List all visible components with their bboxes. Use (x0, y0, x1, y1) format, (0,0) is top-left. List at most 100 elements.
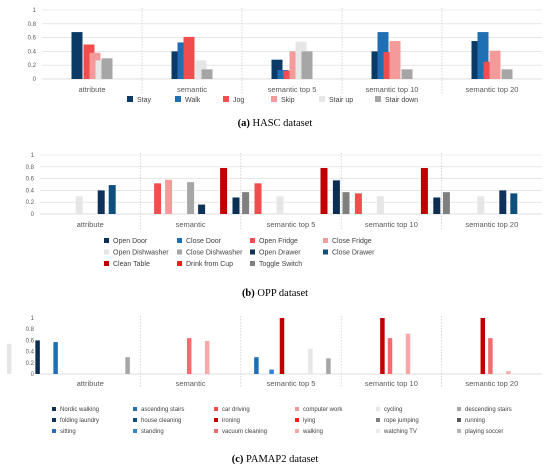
bar (195, 60, 207, 79)
legend-swatch (177, 261, 182, 266)
bar (97, 190, 105, 214)
legend-label: Toggle Switch (259, 261, 302, 268)
bar (308, 348, 313, 374)
bar (187, 182, 195, 214)
y-tick-label: 0.2 (26, 361, 35, 367)
legend-label: vacuum cleaning (222, 429, 267, 435)
y-tick-label: 0.6 (26, 338, 35, 344)
bar (383, 52, 395, 79)
legend-label: running (465, 418, 485, 424)
legend-swatch (250, 238, 255, 243)
bar (354, 193, 362, 214)
bar (101, 58, 113, 79)
caption-label: (c) (232, 454, 244, 465)
bar (89, 52, 101, 79)
bar (387, 338, 393, 374)
chart-opp: 0 0.2 0.4 0.6 0.8 1 attribute semantic semantic … (26, 153, 542, 299)
legend-swatch (214, 429, 218, 433)
bar (171, 51, 183, 79)
bar (201, 69, 213, 79)
bar (510, 193, 518, 214)
legend-swatch (214, 418, 218, 422)
caption: (b) OPP dataset (242, 288, 308, 299)
bar (377, 32, 389, 79)
bar (254, 183, 262, 214)
legend-swatch (250, 261, 255, 266)
bar (477, 32, 489, 79)
bar (380, 318, 385, 374)
bar (442, 192, 450, 214)
bar (35, 340, 40, 374)
x-tick-label: semantic top 10 (366, 85, 419, 94)
legend-swatch (104, 249, 109, 255)
legend-label: lying (303, 418, 315, 424)
x-tick-label: semantic top 20 (465, 379, 518, 388)
legend-swatch (214, 407, 218, 411)
y-tick-label: 0.6 (26, 177, 35, 183)
legend-swatch (376, 407, 380, 411)
legend-swatch (457, 418, 461, 422)
legend-swatch (104, 261, 109, 266)
bar (480, 318, 486, 374)
legend-swatch (52, 407, 56, 411)
chart-pamap2: 0 0.2 0.4 0.6 0.8 1 attribute semantic semantic … (6, 316, 542, 465)
y-tick-label: 0 (33, 77, 37, 83)
bar (183, 36, 195, 79)
bar (499, 190, 507, 214)
caption-text: PAMAP2 dataset (243, 454, 318, 465)
x-tick-label: attribute (78, 85, 105, 94)
legend-label: ironing (222, 418, 240, 424)
legend-label: Skip (281, 97, 295, 104)
legend-label: standing (141, 429, 164, 435)
x-tick-label: semantic (176, 379, 206, 388)
x-tick-label: semantic top 20 (465, 220, 518, 229)
legend-label: ascending stairs (141, 407, 184, 413)
bar (420, 167, 428, 214)
y-tick-label: 0.4 (28, 49, 37, 55)
legend-label: folding laundry (60, 418, 99, 424)
legend-label: Jog (233, 97, 244, 104)
legend-label: Walk (185, 97, 201, 104)
bar (276, 196, 284, 214)
x-tick-label: semantic top 5 (267, 379, 316, 388)
bar (401, 69, 413, 79)
y-tick-label: 1 (33, 8, 37, 14)
bar (186, 338, 192, 374)
bar (6, 343, 12, 374)
x-tick-label: semantic (176, 220, 206, 229)
bar (477, 196, 485, 214)
bar (125, 357, 130, 374)
x-tick-label: semantic top 5 (267, 220, 316, 229)
legend-swatch (457, 407, 461, 411)
legend-label: rope jumping (384, 418, 419, 424)
bar (53, 342, 58, 374)
x-tick-label: semantic top 10 (365, 220, 418, 229)
bar (488, 338, 493, 374)
bar (433, 197, 441, 214)
bar (198, 204, 206, 214)
legend-swatch (323, 249, 328, 255)
legend-swatch (177, 249, 182, 255)
bar (342, 192, 350, 214)
legend-swatch (223, 96, 229, 102)
chart-hasc: 0 0.2 0.4 0.6 0.8 1 attribute semantic semantic … (28, 8, 542, 129)
caption: (a) HASC dataset (238, 118, 313, 129)
bar (75, 196, 83, 214)
legend-swatch (323, 238, 328, 243)
bar (232, 197, 240, 214)
legend-label: walking (302, 429, 323, 435)
bar (320, 167, 328, 214)
bar (271, 59, 283, 79)
legend-swatch (457, 429, 461, 433)
x-tick-label: semantic top 10 (365, 379, 418, 388)
legend-swatch (52, 429, 56, 433)
bar (289, 51, 301, 79)
y-tick-label: 0.2 (26, 200, 35, 206)
legend-label: Stair down (385, 97, 418, 104)
legend-swatch (133, 429, 137, 433)
bar (501, 69, 513, 79)
legend-swatch (376, 418, 380, 422)
x-tick-label: attribute (77, 379, 104, 388)
caption-label: (b) (242, 288, 255, 299)
bar (301, 51, 313, 79)
